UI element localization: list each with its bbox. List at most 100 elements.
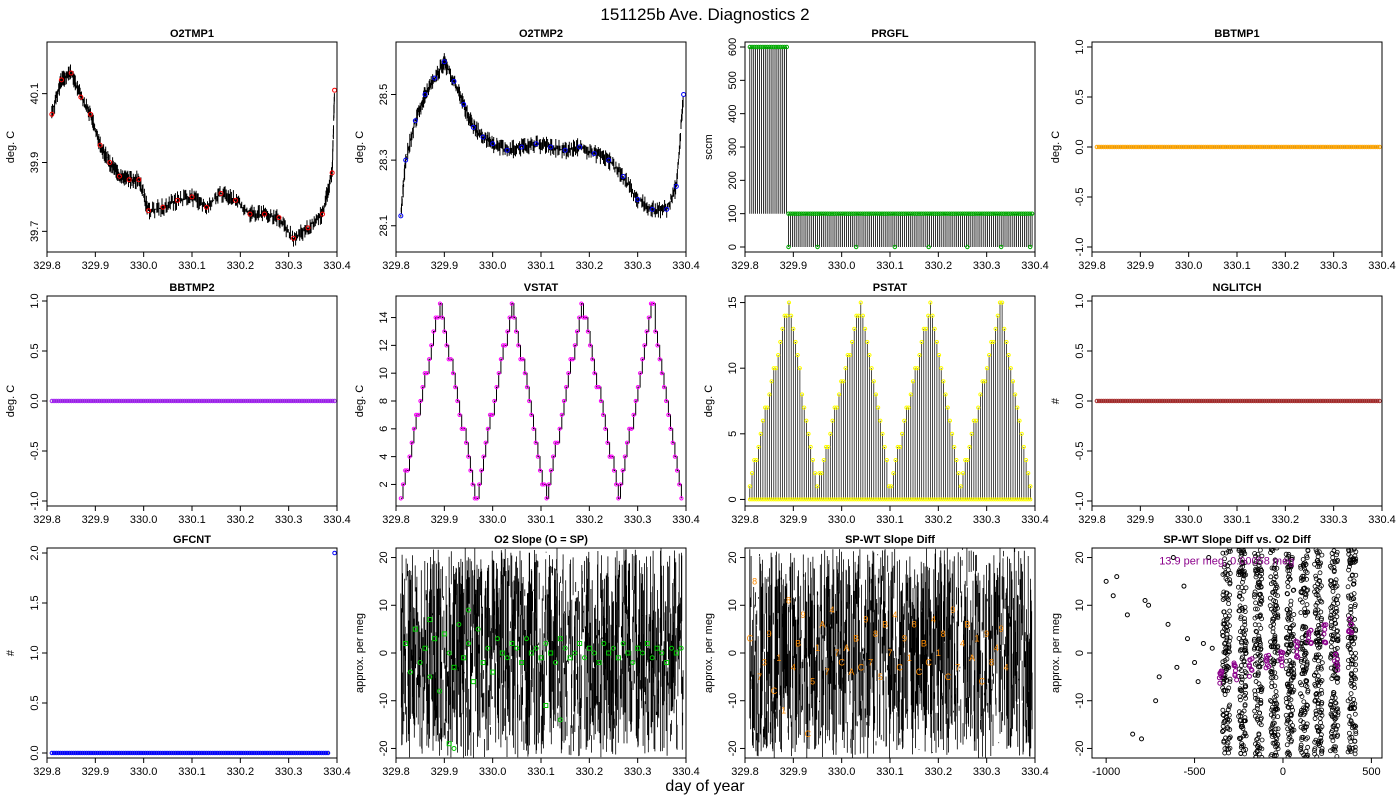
data-point-10 <box>480 134 486 140</box>
data-point <box>1319 751 1325 756</box>
data-point <box>1292 144 1297 150</box>
data-point <box>1014 211 1020 216</box>
data-point <box>1172 144 1178 150</box>
data-point <box>1238 717 1244 723</box>
data-point <box>1334 608 1340 614</box>
data-point <box>1120 144 1126 150</box>
data-point <box>1333 727 1339 733</box>
data-point <box>1259 687 1265 693</box>
data-point <box>119 398 124 404</box>
x-tick-label: 330.2 <box>576 514 604 526</box>
data-point <box>1353 144 1358 150</box>
data-point <box>1239 679 1244 685</box>
data-point <box>1370 144 1376 150</box>
data-point <box>765 405 770 410</box>
data-point <box>808 444 813 450</box>
data-point <box>1348 718 1354 724</box>
data-point <box>1352 738 1358 744</box>
data-label-3: 7 <box>757 672 762 682</box>
x-tick-label: 329.8 <box>1078 514 1106 526</box>
data-point-60 <box>451 745 457 751</box>
data-point <box>1188 144 1193 150</box>
data-point <box>121 398 126 404</box>
data-point <box>1264 144 1269 150</box>
data-point <box>214 398 220 404</box>
data-point-base <box>832 497 837 502</box>
data-point <box>1313 573 1319 579</box>
data-point <box>1283 696 1289 701</box>
data-point-base <box>804 497 809 502</box>
data-point-23 <box>320 211 325 217</box>
x-tick-label: 330.0 <box>130 766 158 778</box>
data-point <box>1272 670 1278 676</box>
data-point-4 <box>417 660 423 666</box>
data-point <box>1233 144 1239 150</box>
y-tick-label: -20 <box>378 741 390 757</box>
data-point <box>1294 144 1300 150</box>
data-point <box>1269 565 1275 571</box>
plot-content: 8C739C1184B9C51A747CAABC9785B74C918CBC41… <box>747 548 1033 758</box>
data-point <box>1298 565 1304 571</box>
data-point <box>143 750 148 756</box>
data-point <box>1242 560 1248 565</box>
data-point <box>1224 577 1230 583</box>
data-point-base <box>950 497 955 502</box>
data-point <box>1352 751 1358 757</box>
data-point <box>1352 685 1357 691</box>
data-point <box>193 750 198 756</box>
data-point <box>1259 571 1265 577</box>
data-point <box>416 412 421 418</box>
data-point <box>1285 564 1291 570</box>
data-point <box>795 352 800 358</box>
data-point <box>1212 398 1217 404</box>
data-point <box>1259 398 1265 404</box>
y-tick-label: 28.1 <box>378 215 390 236</box>
data-point-12 <box>504 147 510 153</box>
data-point <box>918 211 924 216</box>
data-point <box>435 315 440 320</box>
data-point <box>64 398 70 404</box>
data-point <box>1314 642 1320 648</box>
data-point <box>1222 640 1228 646</box>
data-point <box>241 750 246 756</box>
data-point-1 <box>398 213 404 219</box>
fit-point <box>1219 668 1225 674</box>
data-point <box>616 496 621 501</box>
data-point-17 <box>1195 679 1201 685</box>
data-point <box>160 398 165 404</box>
data-point <box>942 211 948 216</box>
data-point <box>1325 144 1330 150</box>
data-point-base <box>887 497 891 502</box>
data-point-base <box>1004 497 1009 502</box>
data-point <box>184 750 189 756</box>
data-point <box>260 398 266 404</box>
data-point <box>555 440 560 445</box>
data-point <box>1296 144 1302 150</box>
data-point-base <box>780 497 785 502</box>
data-point <box>1351 578 1357 584</box>
data-point <box>778 44 783 50</box>
data-point <box>1373 398 1378 404</box>
data-point <box>51 398 57 404</box>
data-point <box>1257 398 1263 404</box>
data-point <box>1316 701 1321 706</box>
data-point <box>62 750 68 756</box>
data-point-base <box>1002 497 1007 502</box>
data-point-11 <box>451 664 457 670</box>
data-point <box>1255 717 1261 723</box>
plot-content <box>49 550 337 756</box>
data-point <box>275 750 281 756</box>
data-point <box>1239 741 1245 747</box>
data-point <box>437 301 443 306</box>
data-label-14: 5 <box>810 677 815 687</box>
data-point <box>1375 398 1380 404</box>
fit-point <box>1294 653 1300 659</box>
data-point <box>1252 708 1258 714</box>
data-point <box>818 211 824 216</box>
data-point <box>1240 564 1246 570</box>
y-axis-label: deg. C <box>5 131 17 163</box>
data-point-45 <box>615 655 621 661</box>
data-point <box>195 750 200 756</box>
